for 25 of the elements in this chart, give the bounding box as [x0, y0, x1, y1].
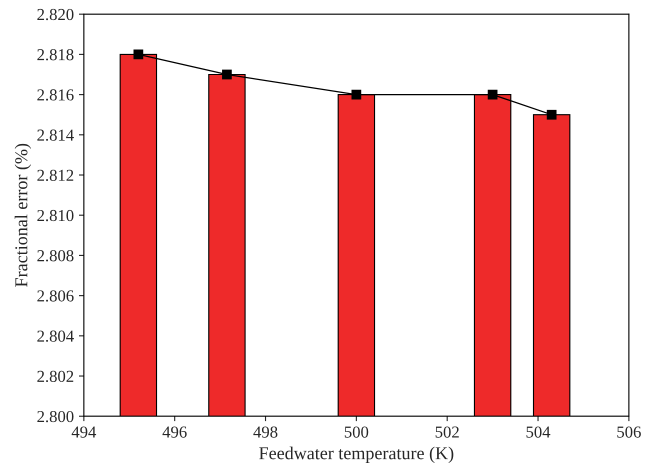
y-tick-label: 2.802	[37, 370, 74, 382]
y-tick-label: 2.814	[37, 130, 74, 141]
point	[222, 70, 232, 80]
y-tick-label: 2.812	[37, 170, 74, 182]
y-tick-label: 2.806	[37, 290, 74, 302]
y-tick-label: 2.820	[37, 8, 74, 20]
point	[352, 90, 362, 100]
point	[546, 110, 557, 120]
x-tick-label: 496	[162, 426, 187, 438]
x-tick-label: 504	[526, 426, 550, 438]
point	[133, 50, 144, 60]
y-tick-label: 2.810	[37, 210, 74, 222]
y-tick-label: 2.816	[37, 89, 74, 101]
y-tick-label: 2.800	[37, 410, 74, 422]
y-axis-title: Fractional error (%)	[14, 144, 32, 287]
x-axis-title: Feedwater temperature (K)	[259, 446, 454, 464]
x-tick-label: 506	[617, 426, 641, 438]
x-tick-label: 498	[253, 426, 278, 438]
x-tick-label: 502	[436, 426, 459, 438]
y-tick-label: 2.808	[37, 250, 74, 262]
point	[488, 90, 498, 100]
x-tick-label: 500	[344, 426, 368, 438]
y-tick-label: 2.804	[37, 330, 74, 342]
x-tick-label: 494	[72, 426, 96, 438]
y-tick-label: 2.818	[37, 49, 74, 60]
